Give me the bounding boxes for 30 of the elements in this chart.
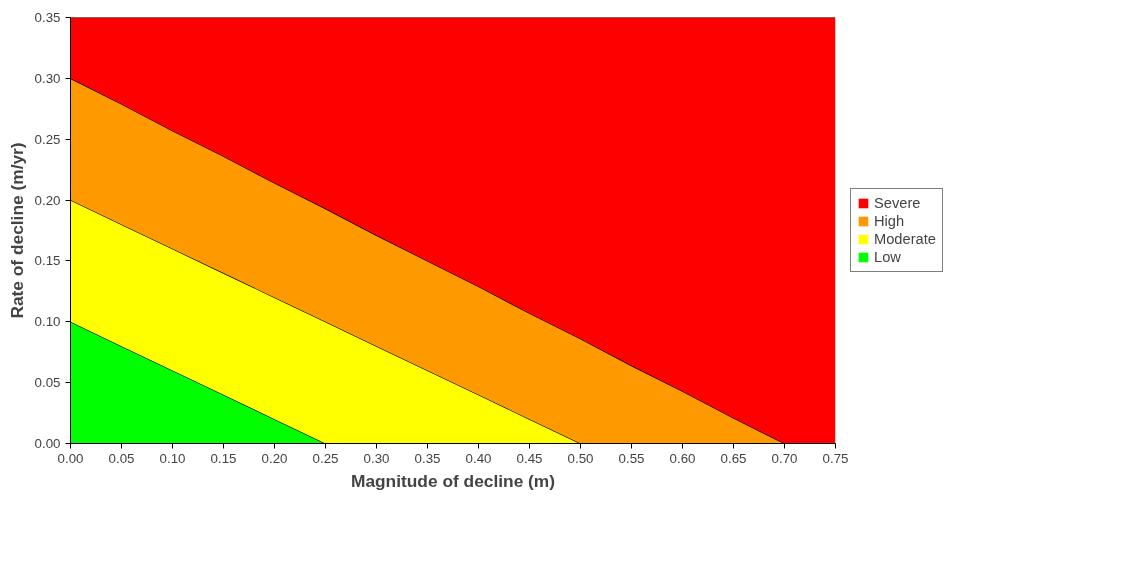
y-tick-label: 0.30: [34, 70, 61, 86]
legend-label: Low: [874, 249, 901, 265]
x-axis-title: Magnitude of decline (m): [350, 470, 556, 491]
x-tick-label: 0.55: [618, 450, 645, 466]
y-tick-label: 0.05: [34, 375, 61, 391]
x-tick-label: 0.25: [312, 450, 339, 466]
x-tick-label: 0.65: [720, 450, 747, 466]
x-tick-label: 0.10: [159, 450, 186, 466]
y-tick-label: 0.15: [34, 253, 61, 269]
y-tick-label: 0.35: [34, 10, 61, 25]
legend-label: Moderate: [874, 231, 936, 247]
y-tick-label: 0.20: [34, 192, 61, 208]
x-tick-label: 0.50: [567, 450, 594, 466]
x-tick-label: 0.05: [108, 450, 135, 466]
legend-label: Severe: [874, 195, 921, 211]
x-tick-label: 0.75: [822, 450, 849, 466]
x-tick-label: 0.60: [669, 450, 696, 466]
x-tick-label: 0.15: [210, 450, 237, 466]
y-axis-title: Rate of decline (m/yr): [6, 142, 27, 319]
x-tick-label: 0.20: [261, 450, 288, 466]
legend-label: High: [874, 213, 905, 229]
x-tick-label: 0.30: [363, 450, 390, 466]
y-tick-label: 0.10: [34, 314, 61, 330]
x-tick-label: 0.45: [516, 450, 543, 466]
y-tick-label: 0.00: [34, 436, 61, 451]
x-tick-label: 0.00: [57, 450, 84, 466]
x-tick-label: 0.35: [414, 450, 441, 466]
x-tick-label: 0.70: [771, 450, 798, 466]
x-tick-label: 0.40: [465, 450, 492, 466]
y-tick-label: 0.25: [34, 131, 61, 147]
